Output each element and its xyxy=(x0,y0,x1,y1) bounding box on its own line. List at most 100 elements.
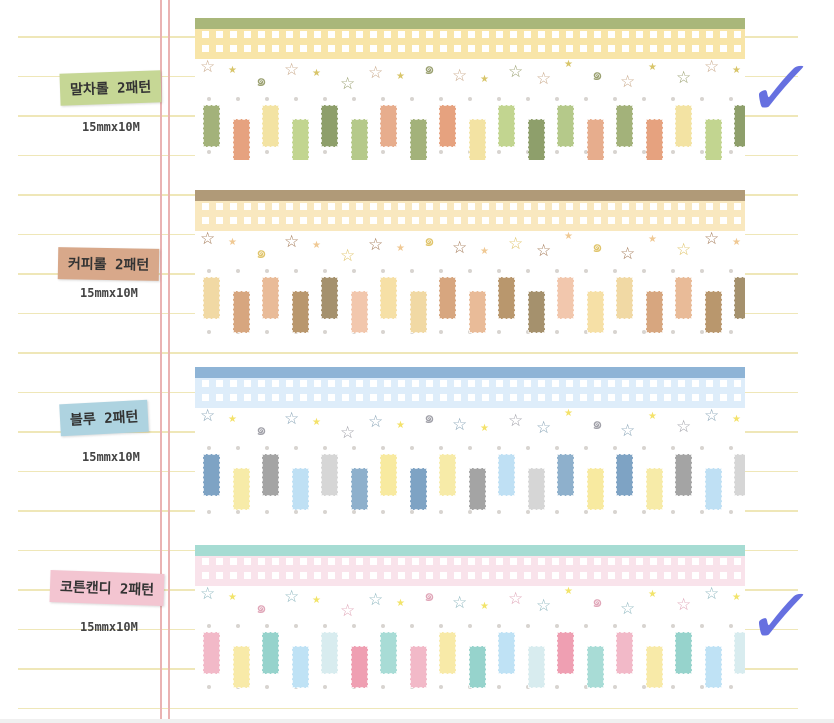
ribbon-rectangle xyxy=(645,119,663,160)
dot xyxy=(700,97,704,101)
swirl-icon: ๑ xyxy=(424,59,435,79)
washi-tape-sample: ☆ ★ ๑ ☆ ★ ☆ ☆ ★ ๑ ☆ ★ ☆ ☆ ★ ๑ ☆ ★ ☆ ☆ ★ xyxy=(195,190,745,340)
washi-tape-sample: ☆ ★ ๑ ☆ ★ ☆ ☆ ★ ๑ ☆ ★ ☆ ☆ ★ ๑ ☆ ★ ☆ ☆ ★ xyxy=(195,367,745,520)
star-icon: ☆ xyxy=(368,412,384,432)
star-icon: ☆ xyxy=(620,72,636,92)
dot xyxy=(439,97,443,101)
dot xyxy=(265,269,269,273)
ruled-line xyxy=(18,352,798,354)
dot xyxy=(323,97,327,101)
dot xyxy=(584,510,588,514)
washi-tape-sample: ☆ ★ ๑ ☆ ★ ☆ ☆ ★ ๑ ☆ ★ ☆ ☆ ★ ๑ ☆ ★ ☆ ☆ ★ xyxy=(195,545,745,695)
dot xyxy=(526,269,530,273)
dot xyxy=(613,624,617,628)
ribbon-rectangle xyxy=(291,468,309,510)
dot xyxy=(207,97,211,101)
dot xyxy=(729,97,733,101)
dot xyxy=(729,446,733,450)
ribbon-rectangle xyxy=(262,632,279,674)
swirl-icon: ๑ xyxy=(256,420,267,440)
dot xyxy=(613,330,617,334)
dot xyxy=(236,446,240,450)
dot xyxy=(497,269,501,273)
star-icon: ☆ xyxy=(452,415,468,435)
dot xyxy=(613,446,617,450)
dot xyxy=(207,330,211,334)
dot xyxy=(497,446,501,450)
tape-name-label: 커피롤 2패턴 xyxy=(57,247,160,281)
ribbon-rectangle xyxy=(409,119,427,160)
star-icon: ★ xyxy=(480,423,489,434)
dot xyxy=(265,97,269,101)
ribbon-rectangle xyxy=(350,119,368,160)
ribbon-rectangle xyxy=(232,646,250,688)
dot xyxy=(410,97,414,101)
dot xyxy=(642,97,646,101)
tape-size-label: 15mmx10M xyxy=(82,120,140,134)
dot xyxy=(555,330,559,334)
tape-size-label: 15mmx10M xyxy=(80,286,138,300)
dot xyxy=(265,330,269,334)
dot xyxy=(352,97,356,101)
ribbon-rectangle xyxy=(350,291,368,333)
dot xyxy=(671,150,675,154)
dot xyxy=(381,97,385,101)
star-icon: ☆ xyxy=(368,235,384,255)
ribbon-pattern xyxy=(195,265,745,340)
ribbon-rectangle xyxy=(586,119,604,160)
dot xyxy=(671,97,675,101)
ribbon-rectangle xyxy=(291,646,309,688)
ribbon-rectangle xyxy=(675,632,692,674)
star-icon: ★ xyxy=(312,240,321,251)
ribbon-rectangle xyxy=(616,454,633,496)
dot xyxy=(613,150,617,154)
ribbon-rectangle xyxy=(350,646,368,688)
dot xyxy=(584,446,588,450)
dot xyxy=(526,510,530,514)
dot xyxy=(729,330,733,334)
ribbon-rectangle xyxy=(203,105,220,147)
star-pattern: ☆ ★ ๑ ☆ ★ ☆ ☆ ★ ๑ ☆ ★ ☆ ☆ ★ ๑ ☆ ★ ☆ ☆ ★ xyxy=(195,586,745,620)
dot xyxy=(468,269,472,273)
dot xyxy=(497,97,501,101)
dot xyxy=(439,510,443,514)
ribbon-rectangle xyxy=(557,454,574,496)
star-icon: ★ xyxy=(480,246,489,257)
ribbon-rectangle xyxy=(321,454,338,496)
star-icon: ☆ xyxy=(620,599,636,619)
star-pattern: ☆ ★ ๑ ☆ ★ ☆ ☆ ★ ๑ ☆ ★ ☆ ☆ ★ ๑ ☆ ★ ☆ ☆ ★ xyxy=(195,408,745,442)
star-icon: ☆ xyxy=(508,62,524,82)
dot xyxy=(642,330,646,334)
star-icon: ★ xyxy=(648,589,657,600)
dot xyxy=(410,624,414,628)
dot xyxy=(265,685,269,689)
star-icon: ☆ xyxy=(284,60,300,80)
star-icon: ☆ xyxy=(284,409,300,429)
dot xyxy=(642,510,646,514)
dot xyxy=(671,685,675,689)
star-icon: ☆ xyxy=(368,590,384,610)
dot xyxy=(729,510,733,514)
ribbon-rectangle xyxy=(616,105,633,147)
ribbon-rectangle xyxy=(439,454,456,496)
dot xyxy=(729,624,733,628)
ribbon-rectangle xyxy=(645,468,663,510)
dot xyxy=(671,330,675,334)
ribbon-rectangle xyxy=(380,632,397,674)
star-icon: ★ xyxy=(648,411,657,422)
star-icon: ☆ xyxy=(368,63,384,83)
ribbon-rectangle xyxy=(527,119,545,160)
dot xyxy=(323,685,327,689)
star-icon: ☆ xyxy=(536,596,552,616)
dot xyxy=(439,150,443,154)
ribbon-rectangle xyxy=(468,291,486,333)
dot xyxy=(381,685,385,689)
ribbon-rectangle xyxy=(527,291,545,333)
star-icon: ★ xyxy=(648,234,657,245)
gingham-pattern xyxy=(195,556,745,586)
star-icon: ☆ xyxy=(704,57,720,77)
star-icon: ☆ xyxy=(676,68,692,88)
star-icon: ★ xyxy=(396,420,405,431)
star-icon: ★ xyxy=(396,243,405,254)
star-icon: ☆ xyxy=(452,66,468,86)
